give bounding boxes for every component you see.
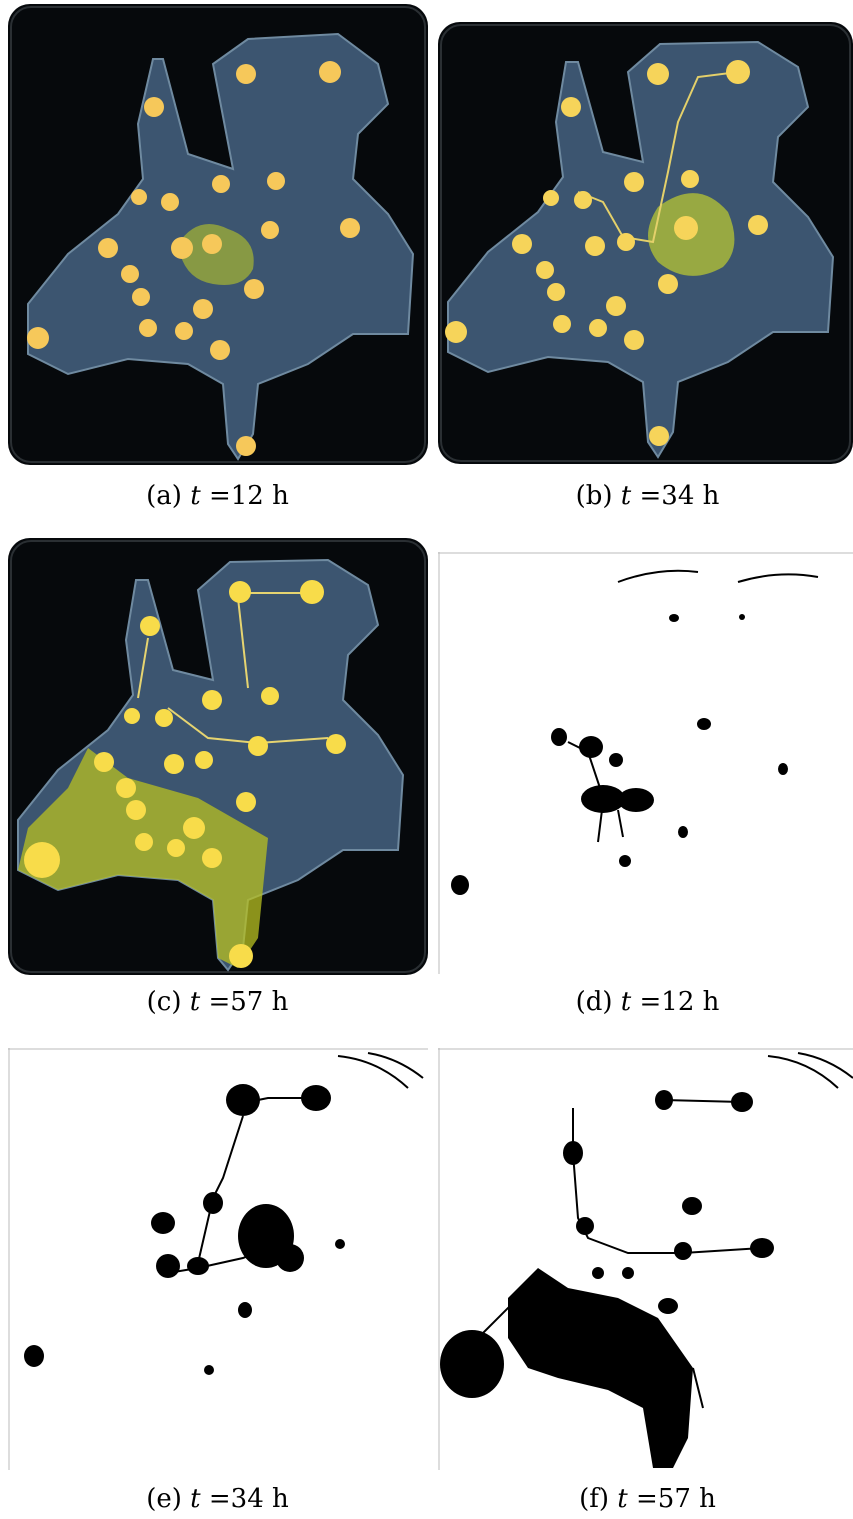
caption-e: (e) t =34 h [146, 1484, 289, 1514]
panel-c-image [8, 538, 428, 975]
caption-f: (f) t =57 h [579, 1484, 716, 1514]
panel-e-image [8, 1048, 428, 1470]
panel-b-image [438, 22, 853, 464]
panel-a-image [8, 4, 428, 465]
caption-d: (d) t =12 h [575, 987, 720, 1017]
panel-d-image [438, 552, 853, 974]
caption-a: (a) t =12 h [146, 481, 289, 511]
caption-b: (b) t =34 h [575, 481, 720, 511]
caption-c: (c) t =57 h [146, 987, 289, 1017]
panel-f-image [438, 1048, 853, 1470]
